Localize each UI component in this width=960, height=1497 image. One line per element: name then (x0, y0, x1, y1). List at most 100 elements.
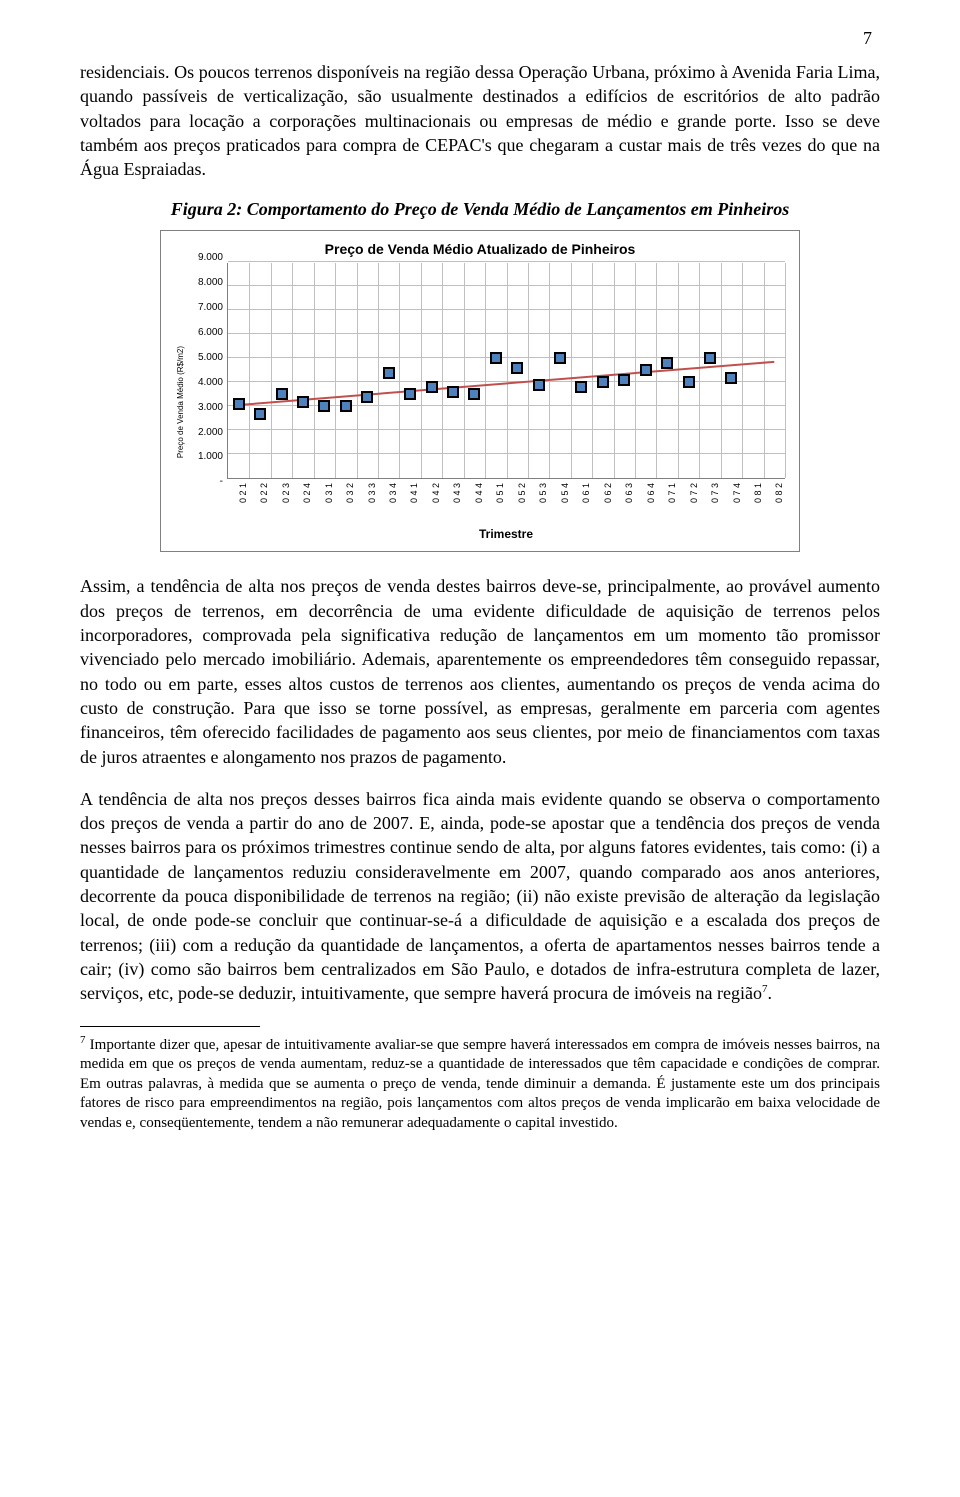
x-tick-label: 0 2 2 (259, 483, 269, 503)
gridline-horizontal (228, 261, 785, 262)
paragraph-3-text-b: . (768, 983, 773, 1003)
x-tick-label: 0 5 3 (538, 483, 548, 503)
data-marker (490, 352, 502, 364)
gridline-vertical (764, 263, 765, 478)
x-tick-label: 0 5 2 (517, 483, 527, 503)
x-tick-label: 0 5 1 (495, 483, 505, 503)
x-axis-label: Trimestre (227, 527, 785, 541)
x-tick: 0 3 3 (356, 479, 377, 525)
x-tick: 0 6 1 (571, 479, 592, 525)
data-marker (340, 400, 352, 412)
paragraph-3: A tendência de alta nos preços desses ba… (80, 787, 880, 1006)
x-tick: 0 5 3 (528, 479, 549, 525)
x-tick-label: 0 3 1 (324, 483, 334, 503)
gridline-vertical (399, 263, 400, 478)
x-tick-label: 0 4 3 (452, 483, 462, 503)
data-marker (683, 376, 695, 388)
data-marker (297, 396, 309, 408)
data-marker (404, 388, 416, 400)
gridline-vertical (592, 263, 593, 478)
x-tick: 0 4 3 (442, 479, 463, 525)
gridline-vertical (271, 263, 272, 478)
gridline-vertical (357, 263, 358, 478)
data-marker (661, 357, 673, 369)
paragraph-2: Assim, a tendência de alta nos preços de… (80, 574, 880, 768)
x-tick: 0 5 2 (506, 479, 527, 525)
gridline-vertical (485, 263, 486, 478)
data-marker (276, 388, 288, 400)
data-marker (533, 379, 545, 391)
paragraph-1: residenciais. Os poucos terrenos disponí… (80, 60, 880, 181)
gridline-vertical (528, 263, 529, 478)
gridline-vertical (378, 263, 379, 478)
x-tick: 0 2 3 (270, 479, 291, 525)
x-tick-label: 0 3 3 (367, 483, 377, 503)
x-tick-label: 0 5 4 (560, 483, 570, 503)
x-tick-label: 0 6 4 (646, 483, 656, 503)
x-tick-label: 0 4 4 (474, 483, 484, 503)
data-marker (511, 362, 523, 374)
chart-body: Preço de Venda Médio (R$/m2) 9.0008.0007… (175, 263, 785, 541)
gridline-vertical (785, 263, 786, 478)
gridline-vertical (507, 263, 508, 478)
x-tick: 0 2 1 (227, 479, 248, 525)
gridline-vertical (249, 263, 250, 478)
x-tick: 0 4 2 (420, 479, 441, 525)
x-tick: 0 2 4 (291, 479, 312, 525)
data-marker (575, 381, 587, 393)
x-tick-label: 0 3 4 (388, 483, 398, 503)
data-marker (318, 400, 330, 412)
plot-area (227, 263, 785, 479)
gridline-vertical (549, 263, 550, 478)
x-tick-label: 0 6 1 (581, 483, 591, 503)
figure-caption: Figura 2: Comportamento do Preço de Vend… (80, 199, 880, 220)
x-tick: 0 3 4 (377, 479, 398, 525)
x-tick: 0 6 4 (635, 479, 656, 525)
x-tick-label: 0 2 3 (281, 483, 291, 503)
data-marker (361, 391, 373, 403)
footnote-separator (80, 1026, 260, 1027)
paragraph-3-text-a: A tendência de alta nos preços desses ba… (80, 789, 880, 1003)
gridline-vertical (314, 263, 315, 478)
x-tick: 0 8 1 (742, 479, 763, 525)
gridline-vertical (742, 263, 743, 478)
data-marker (640, 364, 652, 376)
data-marker (597, 376, 609, 388)
gridline-vertical (678, 263, 679, 478)
chart-container: Preço de Venda Médio Atualizado de Pinhe… (160, 230, 800, 552)
x-tick: 0 5 1 (485, 479, 506, 525)
footnote-7: 7 Importante dizer que, apesar de intuit… (80, 1033, 880, 1134)
gridline-vertical (571, 263, 572, 478)
x-tick-label: 0 6 2 (603, 483, 613, 503)
x-axis-ticks: 0 2 1 0 2 2 0 2 3 0 2 4 0 3 1 0 3 2 0 3 3 0 3 4… (227, 479, 785, 525)
data-marker (426, 381, 438, 393)
data-marker (725, 372, 737, 384)
data-marker (554, 352, 566, 364)
x-tick: 0 4 4 (463, 479, 484, 525)
x-tick: 0 7 2 (678, 479, 699, 525)
x-tick: 0 7 4 (721, 479, 742, 525)
data-marker (704, 352, 716, 364)
data-marker (618, 374, 630, 386)
x-tick: 0 7 3 (699, 479, 720, 525)
x-tick: 0 6 2 (592, 479, 613, 525)
x-tick: 0 3 1 (313, 479, 334, 525)
plot-wrap: 0 2 1 0 2 2 0 2 3 0 2 4 0 3 1 0 3 2 0 3 3 0 3 4… (227, 263, 785, 541)
x-tick-label: 0 7 1 (667, 483, 677, 503)
gridline-vertical (442, 263, 443, 478)
data-marker (383, 367, 395, 379)
gridline-vertical (292, 263, 293, 478)
x-tick-label: 0 6 3 (624, 483, 634, 503)
x-tick: 0 4 1 (399, 479, 420, 525)
chart-title: Preço de Venda Médio Atualizado de Pinhe… (175, 241, 785, 257)
x-tick: 0 7 1 (656, 479, 677, 525)
x-tick-label: 0 7 2 (689, 483, 699, 503)
gridline-vertical (335, 263, 336, 478)
y-axis-ticks: 9.0008.0007.0006.0005.0004.0003.0002.000… (189, 263, 227, 487)
gridline-vertical (699, 263, 700, 478)
data-marker (468, 388, 480, 400)
x-tick-label: 0 7 3 (710, 483, 720, 503)
x-tick-label: 0 3 2 (345, 483, 355, 503)
x-tick-label: 0 2 4 (302, 483, 312, 503)
x-tick-label: 0 7 4 (732, 483, 742, 503)
